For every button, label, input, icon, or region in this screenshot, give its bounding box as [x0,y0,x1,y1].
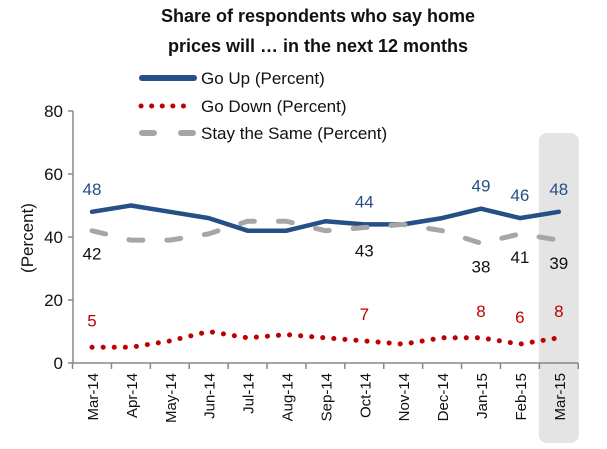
data-label: 48 [83,180,102,199]
y-tick-label: 20 [44,291,63,310]
series-line-go-down-percent [89,329,562,350]
y-tick-label: 80 [44,102,63,121]
x-tick-label: Nov-14 [396,373,413,421]
x-tick-label: Dec-14 [435,373,452,421]
x-tick-label: Mar-15 [552,373,569,421]
data-label: 49 [472,177,491,196]
x-tick-label: Feb-15 [513,373,530,421]
data-label: 43 [355,242,374,261]
data-label: 39 [549,254,568,273]
data-label: 6 [515,308,524,327]
legend-stay-the-same-percent-label: Stay the Same (Percent) [201,124,387,143]
x-tick-label: Mar-14 [85,373,102,421]
legend: Go Up (Percent) Go Down (Percent) Stay the… [138,69,387,143]
x-tick-label: Oct-14 [357,373,374,418]
data-label: 46 [510,186,529,205]
axes: 0 20 40 60 80 Mar-14 Apr-14 May-14 Jun-14 Jul-14 A… [44,102,579,423]
chart-title-line-1: Share of respondents who say home [161,6,475,26]
data-label: 8 [476,302,485,321]
data-label: 44 [355,192,374,211]
data-label: 48 [549,180,568,199]
data-label: 41 [510,248,529,267]
legend-go-down-percent-label: Go Down (Percent) [201,97,347,116]
highlight-band [538,133,579,443]
y-tick-label: 40 [44,228,63,247]
x-tick-label: Jan-15 [474,373,491,419]
x-tick-label: Jun-14 [202,373,219,419]
y-tick-label: 60 [44,165,63,184]
data-labels: 48 44 49 46 48 5 7 8 6 8 42 43 38 41 39 [83,177,569,331]
series-group [89,203,562,350]
data-label: 7 [360,305,369,324]
x-tick-label: Apr-14 [124,373,141,418]
chart-title-line-2: prices will … in the next 12 months [168,36,468,56]
x-tick-label: Jul-14 [241,373,258,414]
data-label: 8 [554,302,563,321]
data-label: 38 [472,257,491,276]
x-tick-label: May-14 [163,373,180,423]
legend-go-up-percent-label: Go Up (Percent) [201,69,325,88]
series-line-stay-the-same-percent [89,218,562,246]
x-tick-label: Aug-14 [280,373,297,421]
data-label: 5 [87,311,96,330]
y-tick-label: 0 [54,354,63,373]
data-label: 42 [83,245,102,264]
y-axis-label: (Percent) [18,203,37,273]
x-tick-label: Sep-14 [318,373,335,421]
series-line-go-up-percent [89,203,562,233]
